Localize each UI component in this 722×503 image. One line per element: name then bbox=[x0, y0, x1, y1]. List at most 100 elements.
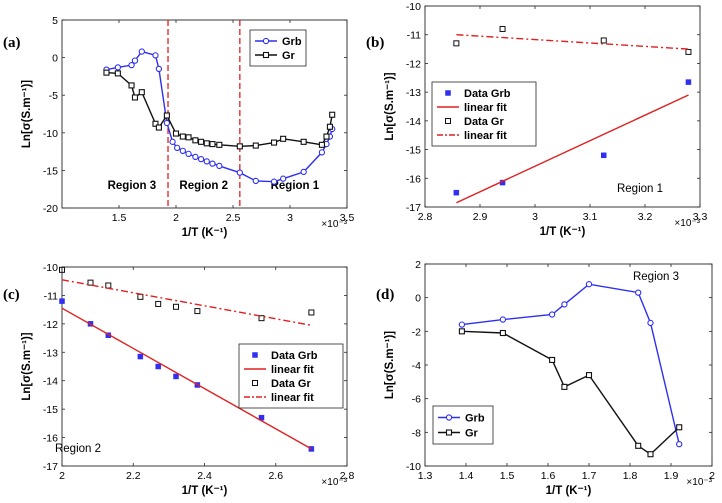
panel-a-grb-point bbox=[169, 138, 176, 145]
panel-c-xlabel: 1/T (K⁻¹) bbox=[182, 485, 228, 497]
panel-d-grb-point bbox=[676, 440, 683, 448]
panel-a-gr-point bbox=[198, 138, 205, 145]
panel-c-linear-fit-line bbox=[61, 279, 312, 326]
panel-c-ytick-label: -11 bbox=[44, 290, 59, 302]
panel-a-grb-point bbox=[209, 160, 216, 167]
panel-a-ytick-label: -5 bbox=[49, 90, 58, 102]
panel-c-ylabel: Ln[σ(S.m⁻¹)] bbox=[21, 332, 33, 400]
panel-b-xlabel: 1/T (K⁻¹) bbox=[540, 226, 586, 238]
panel-b-linear-fit-line bbox=[456, 34, 689, 50]
panel-d-gr-point bbox=[499, 329, 506, 337]
panel-a-gr-point bbox=[131, 94, 139, 101]
panel-d-grb-point bbox=[548, 311, 556, 318]
panel-d-ytick-label: -4 bbox=[412, 360, 421, 372]
panel-c-xtick-label: 2 bbox=[59, 470, 65, 482]
panel-b-ytick-label: -15 bbox=[406, 145, 421, 157]
panel-d-plot: 1.3 1.4 1.5 1.6 1.7 1.8 1.9 2 -10 -8 -6 -4 -2 0 2 1/T (… bbox=[384, 259, 715, 497]
panel-a-grb-point bbox=[114, 64, 122, 71]
panel-b-legend-marker bbox=[445, 118, 451, 124]
panel-c-ytick-label: -10 bbox=[43, 262, 58, 274]
panel-a-gr-point bbox=[300, 138, 307, 145]
panel-a-ytick-label: -15 bbox=[43, 165, 58, 177]
panel-a-gr-point bbox=[172, 130, 180, 137]
panel-d-xtick-label: 1.5 bbox=[500, 470, 515, 482]
panel-b-legend-label: linear fit bbox=[464, 130, 507, 142]
panel-c-exponent-label: ×10⁻³ bbox=[321, 477, 347, 488]
panel-a-gr-point bbox=[318, 141, 325, 148]
panel-d-gr-point bbox=[647, 451, 654, 458]
panel-a-grb-point bbox=[270, 178, 278, 185]
panel-d-legend-marker bbox=[445, 414, 453, 421]
panel-d-gr-point bbox=[458, 328, 465, 335]
panel-a-grb-point bbox=[252, 177, 259, 185]
panel-c-data-grb-point bbox=[59, 298, 65, 304]
panel-c-legend-label: Data Gr bbox=[271, 378, 311, 390]
panel-a-ytick-label: -20 bbox=[43, 203, 58, 215]
panel-b-legend-label: Data Grb bbox=[464, 88, 511, 100]
panel-a-grb-point bbox=[192, 153, 199, 161]
panel-a-ylabel: Ln[σ(S.m⁻¹)] bbox=[21, 80, 33, 148]
panel-d-legend-marker bbox=[445, 429, 453, 436]
panel-a-grb-point bbox=[216, 162, 223, 170]
panel-a-xtick-label: 2.5 bbox=[226, 212, 241, 224]
panel-b-legend-label: Data Gr bbox=[464, 116, 504, 128]
panel-c-label: (c) bbox=[3, 287, 20, 303]
panel-a-legend-label: Grb bbox=[282, 36, 302, 48]
panel-a-grb-point bbox=[138, 48, 145, 55]
panel-d-xtick-label: 1.8 bbox=[623, 470, 638, 482]
panel-b-annotation: Region 1 bbox=[617, 183, 663, 195]
panel-b-ytick-label: -10 bbox=[406, 1, 421, 13]
panel-a-gr-point bbox=[179, 133, 186, 140]
panel-a-region-label: Region 2 bbox=[179, 180, 228, 192]
panel-d-annotation: Region 3 bbox=[633, 271, 679, 283]
panel-a-group: (a) 1.5 2 2.5 3 3.5 -20 -15 -10 -5 0 5 1/T (K⁻¹) Ln[… bbox=[3, 15, 354, 239]
panel-d-grb-point bbox=[585, 281, 593, 288]
panel-d-ytick-label: -2 bbox=[412, 326, 421, 338]
panel-d-grb-point bbox=[458, 321, 466, 328]
panel-a-region-label: Region 3 bbox=[108, 180, 157, 192]
panel-a-grb-point bbox=[318, 149, 326, 156]
panel-c-xtick-label: 2.8 bbox=[340, 470, 355, 482]
panel-b-plot: 2.8 2.9 3 3.1 3.2 3.3 -17 -16 -15 -14 -13 -12 -11 -10… bbox=[384, 1, 707, 238]
panel-b-xtick-label: 2.9 bbox=[473, 211, 488, 223]
panel-a-gr-point bbox=[216, 141, 223, 148]
panel-a-xlabel: 1/T (K⁻¹) bbox=[182, 227, 228, 239]
panel-c-group: (c) 2 2.2 2.4 2.6 2.8 -17 -16 -15 -14 -13 -12 -11 -1… bbox=[3, 262, 354, 497]
panel-a-gr-point bbox=[209, 141, 216, 148]
panel-b-group: (b) 2.8 2.9 3 3.1 3.2 3.3 -17 -16 -15 -14 -13 -12 -1… bbox=[366, 1, 707, 238]
panel-d-gr-point bbox=[676, 424, 683, 431]
panel-d-grb-point bbox=[647, 319, 654, 327]
panel-b-data-grb-point bbox=[601, 152, 607, 159]
panel-a-legend-marker bbox=[262, 51, 270, 59]
panel-b-data-grb-point bbox=[453, 189, 460, 196]
panel-a-gr-point bbox=[163, 112, 170, 119]
panel-d-xtick-label: 1.4 bbox=[459, 470, 474, 482]
panel-d-xtick-label: 2 bbox=[709, 470, 715, 482]
panel-c-ytick-label: -13 bbox=[43, 347, 58, 359]
panel-a-grb-point bbox=[236, 169, 243, 176]
panel-c-ytick-label: -17 bbox=[43, 461, 58, 473]
panel-c-annotation: Region 2 bbox=[55, 443, 101, 455]
panel-a-ytick-label: 0 bbox=[52, 53, 58, 65]
panel-b-label: (b) bbox=[366, 35, 384, 51]
panel-c-legend-label: Data Grb bbox=[271, 350, 318, 362]
panel-b-legend-marker bbox=[445, 90, 451, 96]
panel-c-data-grb-point bbox=[173, 373, 179, 380]
panel-c-ytick-label: -12 bbox=[43, 319, 58, 331]
panel-b-data-grb-point bbox=[685, 79, 692, 85]
panel-a-gr-point bbox=[329, 111, 336, 118]
panel-a-gr-point bbox=[192, 137, 199, 144]
panel-a-xtick-label: 2 bbox=[173, 212, 179, 224]
panel-c-xtick-label: 2.2 bbox=[126, 470, 141, 482]
panel-a-grb-point bbox=[179, 147, 186, 154]
panel-b-xtick-label: 3.2 bbox=[638, 211, 653, 223]
panel-a-grb-point bbox=[185, 150, 192, 158]
panel-c-data-gr-point bbox=[258, 315, 265, 322]
panel-a-grb-point bbox=[128, 61, 135, 69]
panel-c-data-grb-point bbox=[137, 353, 144, 360]
panel-d-grb-point bbox=[635, 289, 642, 296]
panel-a-gr-point bbox=[128, 82, 135, 89]
panel-b-xtick-label: 3.3 bbox=[693, 211, 708, 223]
panel-d-gr-point bbox=[635, 442, 642, 449]
panel-c-ytick-label: -15 bbox=[43, 404, 58, 416]
